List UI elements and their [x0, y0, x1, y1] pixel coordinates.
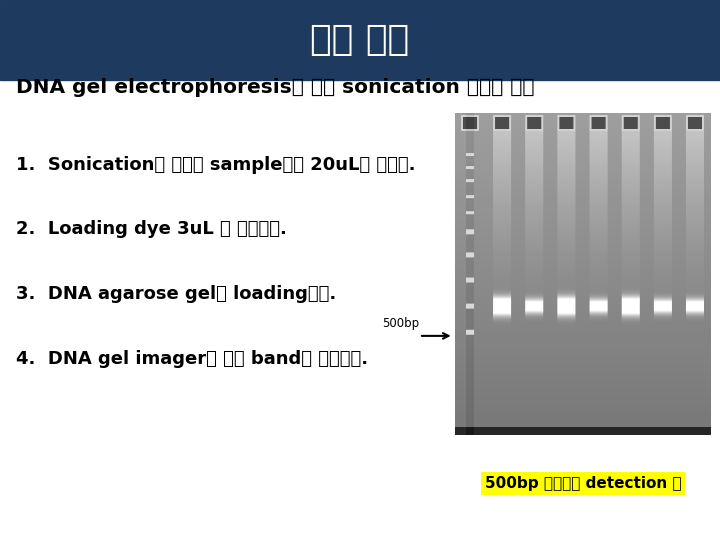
Text: 3.  DNA agarose gel에 loading한다.: 3. DNA agarose gel에 loading한다. — [16, 285, 336, 303]
Bar — [0, 0, 720, 80]
Text: 500bp 부근에서 detection 됨: 500bp 부근에서 detection 됨 — [485, 476, 682, 491]
Text: 4.  DNA gel imager를 통해 band를 확인한다.: 4. DNA gel imager를 통해 band를 확인한다. — [16, 350, 368, 368]
Text: 2.  Loading dye 3uL 를 넣어준다.: 2. Loading dye 3uL 를 넣어준다. — [16, 220, 287, 239]
Text: 1.  Sonication을 진행한 sample에서 20uL를 따낸다.: 1. Sonication을 진행한 sample에서 20uL를 따낸다. — [16, 156, 415, 174]
Text: DNA gel electrophoresis를 통해 sonication 정도를 확인: DNA gel electrophoresis를 통해 sonication 정… — [16, 78, 534, 97]
Text: 실험 방법: 실험 방법 — [310, 23, 410, 57]
Text: 500bp: 500bp — [382, 318, 419, 330]
